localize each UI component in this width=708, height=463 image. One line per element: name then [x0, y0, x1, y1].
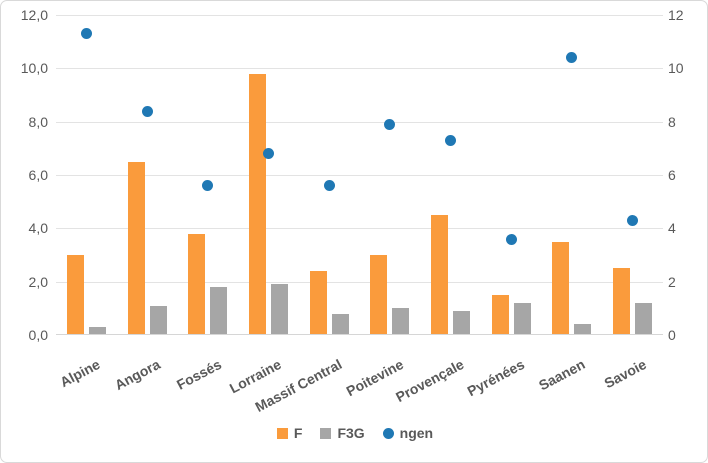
y-tick-label: 8: [668, 113, 676, 130]
bar-f-poitevine: [370, 255, 388, 334]
legend-swatch-f-square-icon: [276, 427, 288, 439]
bar-f3g-saanen: [574, 324, 592, 334]
legend-item-f3g: F3G: [320, 425, 365, 441]
ngen-point-angora: [141, 105, 153, 117]
legend-item-ngen: ngen: [382, 425, 434, 441]
y-tick-label: 12,0: [20, 7, 48, 23]
legend-label-f: F: [293, 425, 303, 441]
gridline: [56, 281, 663, 283]
y-tick-label: 12: [668, 7, 684, 23]
right-value-axis: 0 2 4 6 8 10 12: [668, 7, 707, 343]
bar-f3g-provençale: [453, 311, 471, 334]
legend-item-f: F: [276, 425, 303, 441]
legend-swatch-f3g-square-icon: [320, 427, 332, 439]
bar-f3g-alpine: [88, 327, 106, 334]
bar-f-massif-central: [309, 271, 327, 334]
ngen-point-provençale: [445, 134, 457, 146]
bar-f3g-savoie: [635, 303, 653, 334]
bar-f3g-pyrénées: [513, 303, 531, 334]
bar-f3g-lorraine: [270, 284, 288, 334]
bar-f3g-poitevine: [392, 308, 410, 334]
bar-f-angora: [127, 161, 145, 334]
legend: F F3G ngen: [1, 425, 707, 441]
bar-f-savoie: [613, 268, 631, 334]
legend-swatch-ngen-circle-icon: [382, 427, 394, 439]
gridline: [56, 15, 663, 16]
ngen-point-massif-central: [323, 180, 335, 192]
y-tick-label: 4,0: [28, 220, 48, 237]
bar-f-pyrénées: [491, 295, 509, 334]
bar-f3g-fossés: [210, 287, 228, 334]
gridline: [56, 68, 663, 70]
legend-label-ngen: ngen: [399, 425, 434, 441]
x-tick-label-savoie: Savoie: [601, 355, 649, 392]
ngen-point-saanen: [566, 52, 578, 64]
x-tick-label-alpine: Alpine: [56, 355, 103, 391]
plot-area: [56, 15, 663, 335]
y-tick-label: 2: [668, 273, 676, 290]
x-tick-label-provençale: Provençale: [392, 355, 467, 406]
left-value-axis: 0,0 2,0 4,0 6,0 8,0 10,0 12,0: [1, 7, 48, 343]
ngen-point-lorraine: [262, 148, 274, 160]
ngen-point-poitevine: [384, 118, 396, 130]
y-tick-label: 0,0: [28, 327, 48, 343]
x-tick-label-angora: Angora: [112, 355, 163, 394]
y-tick-label: 8,0: [28, 113, 48, 130]
bar-f-alpine: [66, 255, 84, 334]
y-tick-label: 10,0: [20, 60, 48, 77]
y-tick-label: 4: [668, 220, 676, 237]
ngen-point-pyrénées: [505, 233, 517, 245]
y-tick-label: 6,0: [28, 167, 48, 183]
ngen-point-fossés: [202, 180, 214, 192]
x-tick-label-pyrénées: Pyrénées: [464, 355, 528, 400]
x-tick-label-fossés: Fossés: [173, 355, 224, 393]
gridline: [56, 121, 663, 123]
bar-f3g-angora: [149, 305, 167, 334]
bar-f-fossés: [188, 233, 206, 334]
x-tick-label-saanen: Saanen: [536, 355, 588, 394]
y-tick-label: 0: [668, 327, 676, 343]
x-axis-line: [56, 334, 663, 335]
y-tick-label: 10: [668, 60, 684, 77]
bar-f-lorraine: [248, 73, 266, 334]
bar-f-provençale: [431, 215, 449, 334]
bar-f-saanen: [552, 241, 570, 334]
ngen-point-alpine: [80, 28, 92, 40]
gridline: [56, 175, 663, 176]
bar-f3g-massif-central: [331, 313, 349, 334]
y-tick-label: 6: [668, 167, 676, 183]
y-tick-label: 2,0: [28, 273, 48, 290]
legend-label-f3g: F3G: [337, 425, 365, 441]
ngen-point-savoie: [627, 214, 639, 226]
gridline: [56, 228, 663, 230]
category-axis: Alpine Angora Fossés Lorraine Massif Central…: [56, 337, 663, 415]
